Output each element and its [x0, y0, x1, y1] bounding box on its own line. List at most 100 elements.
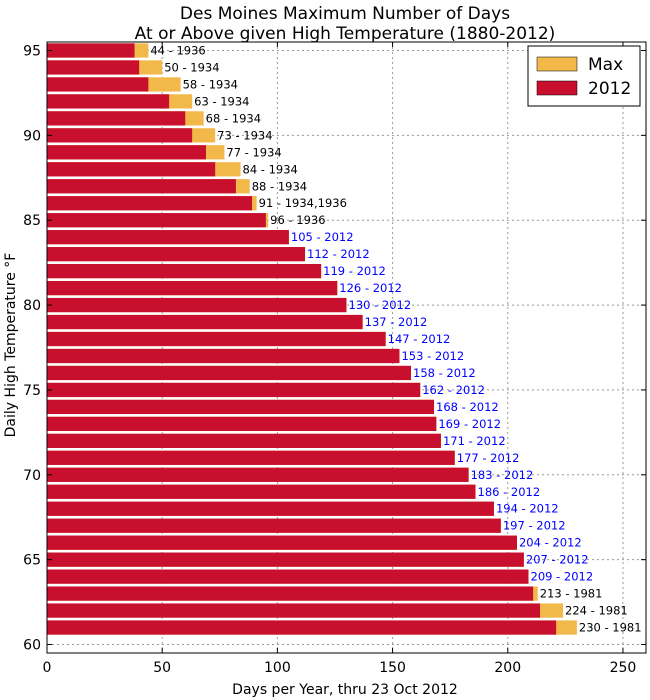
bar-2012 — [47, 484, 476, 499]
y-tick-label: 95 — [23, 43, 41, 59]
x-tick-label: 250 — [610, 660, 637, 676]
bar-data-label: 88 - 1934 — [252, 179, 307, 193]
bar-2012 — [47, 433, 441, 448]
bar-data-label: 168 - 2012 — [436, 400, 499, 414]
bar-data-label: 204 - 2012 — [519, 536, 582, 550]
bar-2012 — [47, 552, 524, 567]
y-tick-label: 70 — [23, 468, 41, 484]
bar-2012 — [47, 382, 421, 398]
bar-2012 — [47, 297, 347, 313]
bar-data-label: 224 - 1981 — [565, 604, 628, 618]
bar-data-label: 230 - 1981 — [579, 621, 642, 635]
bar-2012 — [47, 43, 135, 58]
bar-data-label: 50 - 1934 — [164, 60, 219, 74]
bar-2012 — [47, 162, 216, 177]
chart-title: Des Moines Maximum Number of Days — [180, 4, 510, 24]
bar-labels: 44 - 1936 50 - 1934 58 - 1934 63 - 1934 68 -… — [150, 43, 641, 634]
bar-2012 — [47, 111, 186, 126]
y-axis-label: Daily High Temperature °F — [3, 253, 19, 438]
y-tick-label: 75 — [23, 383, 41, 399]
bar-2012 — [47, 145, 206, 160]
bar-2012 — [47, 128, 193, 143]
bar-data-label: 91 - 1934,1936 — [259, 196, 347, 210]
bar-data-label: 77 - 1934 — [226, 145, 281, 159]
x-tick-label: 200 — [494, 660, 521, 676]
bar-data-label: 186 - 2012 — [478, 485, 541, 499]
bar-2012 — [47, 196, 253, 211]
bar-2012 — [47, 331, 386, 347]
bar-data-label: 96 - 1936 — [270, 213, 325, 227]
x-axis-label: Days per Year, thru 23 Oct 2012 — [232, 682, 458, 698]
bar-2012 — [47, 569, 529, 584]
bar-2012 — [47, 213, 266, 228]
bar-2012 — [47, 467, 469, 482]
x-tick-label: 50 — [153, 660, 171, 676]
bar-data-label: 169 - 2012 — [438, 417, 501, 431]
y-tick-label: 85 — [23, 213, 41, 229]
bar-data-label: 153 - 2012 — [401, 349, 464, 363]
bar-2012 — [47, 314, 363, 330]
bar-2012 — [47, 501, 494, 516]
y-tick-label: 65 — [23, 553, 41, 569]
plot-frame — [46, 41, 647, 654]
chart-subtitle: At or Above given High Temperature (1880… — [135, 24, 556, 44]
x-tick-label: 150 — [379, 660, 406, 676]
y-tick-label: 80 — [23, 298, 41, 314]
bar-2012 — [47, 230, 289, 245]
bar-data-label: 213 - 1981 — [540, 587, 603, 601]
bar-2012 — [47, 365, 412, 381]
bar-data-label: 126 - 2012 — [339, 281, 402, 295]
bar-data-label: 197 - 2012 — [503, 519, 566, 533]
bar-2012 — [47, 399, 435, 415]
bar-2012 — [47, 348, 400, 364]
bar-data-label: 147 - 2012 — [388, 332, 451, 346]
bar-2012 — [47, 450, 455, 465]
bar-data-label: 207 - 2012 — [526, 553, 589, 567]
y-tick-label: 90 — [23, 128, 41, 144]
bar-2012 — [47, 535, 517, 550]
bar-data-label: 162 - 2012 — [422, 383, 485, 397]
bar-2012 — [47, 416, 437, 432]
legend-swatch-2012 — [536, 80, 578, 96]
bar-data-label: 44 - 1936 — [150, 43, 205, 57]
bar-data-label: 63 - 1934 — [194, 94, 249, 108]
bars — [47, 43, 577, 635]
legend-box — [527, 45, 641, 107]
bar-2012 — [47, 94, 170, 109]
bar-data-label: 119 - 2012 — [323, 264, 386, 278]
bar-data-label: 68 - 1934 — [206, 111, 261, 125]
axis-ticks: 0 50 100 150 200 250 60 65 70 75 80 85 90 95 — [23, 42, 646, 676]
legend: Max 2012 — [527, 45, 641, 107]
bar-2012 — [47, 603, 541, 618]
legend-label-max: Max — [588, 55, 623, 75]
bar-2012 — [47, 247, 306, 262]
x-tick-label: 0 — [43, 660, 52, 676]
bar-2012 — [47, 60, 140, 75]
bar-data-label: 171 - 2012 — [443, 434, 506, 448]
bar-2012 — [47, 620, 557, 635]
bar-data-label: 177 - 2012 — [457, 451, 520, 465]
bar-data-label: 209 - 2012 — [531, 570, 594, 584]
bar-data-label: 130 - 2012 — [349, 298, 412, 312]
bar-data-label: 112 - 2012 — [307, 247, 370, 261]
bar-data-label: 58 - 1934 — [183, 77, 238, 91]
bar-2012 — [47, 586, 534, 601]
bar-data-label: 183 - 2012 — [471, 468, 534, 482]
bar-data-label: 84 - 1934 — [243, 162, 298, 176]
y-tick-label: 60 — [23, 638, 41, 654]
bar-data-label: 194 - 2012 — [496, 502, 559, 516]
bar-2012 — [47, 77, 149, 92]
bar-2012 — [47, 280, 338, 296]
bar-2012 — [47, 179, 236, 194]
bar-data-label: 158 - 2012 — [413, 366, 476, 380]
bar-2012 — [47, 263, 322, 279]
x-tick-label: 100 — [264, 660, 291, 676]
bar-2012 — [47, 518, 501, 533]
legend-swatch-max — [536, 56, 578, 72]
bar-data-label: 137 - 2012 — [365, 315, 428, 329]
bar-data-label: 73 - 1934 — [217, 128, 272, 142]
bar-data-label: 105 - 2012 — [291, 230, 354, 244]
legend-label-2012: 2012 — [588, 79, 631, 99]
